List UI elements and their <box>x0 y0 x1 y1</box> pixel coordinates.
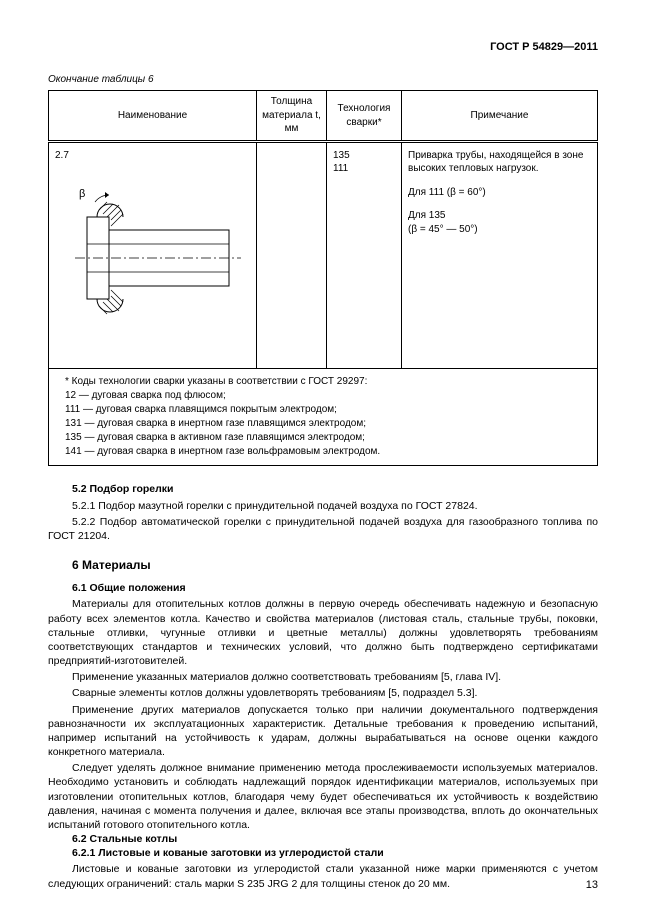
para-6-1-d: Применение других материалов допускается… <box>48 703 598 760</box>
para-6-1-b: Применение указанных материалов должно с… <box>48 670 598 684</box>
heading-6-2: 6.2 Стальные котлы <box>48 832 598 846</box>
table-row: 2.7 <box>49 141 598 369</box>
para-6-1-a: Материалы для отопительных котлов должны… <box>48 597 598 668</box>
para-5-2-1: 5.2.1 Подбор мазутной горелки с принудит… <box>48 499 598 513</box>
footnote-135: 135 — дуговая сварка в активном газе пла… <box>55 431 591 445</box>
footnote-cell: * Коды технологии сварки указаны в соотв… <box>49 369 598 466</box>
row-number: 2.7 <box>55 149 250 163</box>
footnote-141: 141 — дуговая сварка в инертном газе вол… <box>55 445 591 459</box>
document-id: ГОСТ Р 54829—2011 <box>48 40 598 55</box>
footnote-row: * Коды технологии сварки указаны в соотв… <box>49 369 598 466</box>
para-5-2-2: 5.2.2 Подбор автоматической горелки с пр… <box>48 515 598 543</box>
cell-tech: 135 111 <box>327 141 402 369</box>
page-number: 13 <box>586 878 598 893</box>
col-name: Наименование <box>49 91 257 142</box>
beta-label: β <box>79 188 85 200</box>
col-tech: Технология сварки* <box>327 91 402 142</box>
para-6-1-c: Сварные элементы котлов должны удовлетво… <box>48 686 598 700</box>
para-6-1-e: Следует уделять должное внимание примене… <box>48 761 598 832</box>
table-6: Наименование Толщина материала t, мм Тех… <box>48 90 598 466</box>
heading-6-2-1: 6.2.1 Листовые и кованые заготовки из уг… <box>48 846 598 860</box>
note-line4: (β = 45° — 50°) <box>408 223 591 237</box>
cell-thickness <box>257 141 327 369</box>
note-line1: Приварка трубы, находящейся в зоне высок… <box>408 149 591 176</box>
heading-6-1: 6.1 Общие положения <box>48 581 598 595</box>
heading-6: 6 Материалы <box>48 557 598 573</box>
note-line3: Для 135 <box>408 209 591 223</box>
tech-135: 135 <box>333 149 395 163</box>
cell-note: Приварка трубы, находящейся в зоне высок… <box>402 141 598 369</box>
table-header-row: Наименование Толщина материала t, мм Тех… <box>49 91 598 142</box>
col-note: Примечание <box>402 91 598 142</box>
para-6-2-1: Листовые и кованые заготовки из углероди… <box>48 862 598 890</box>
note-line2: Для 111 (β = 60°) <box>408 186 591 200</box>
footnote-111: 111 — дуговая сварка плавящимся покрытым… <box>55 403 591 417</box>
weld-diagram: β <box>55 162 250 362</box>
cell-name: 2.7 <box>49 141 257 369</box>
col-thickness: Толщина материала t, мм <box>257 91 327 142</box>
heading-5-2: 5.2 Подбор горелки <box>48 482 598 496</box>
tech-111: 111 <box>333 162 395 176</box>
footnote-lead: * Коды технологии сварки указаны в соотв… <box>55 375 591 389</box>
footnote-131: 131 — дуговая сварка в инертном газе пла… <box>55 417 591 431</box>
footnote-12: 12 — дуговая сварка под флюсом; <box>55 389 591 403</box>
table-caption: Окончание таблицы 6 <box>48 73 598 87</box>
page: ГОСТ Р 54829—2011 Окончание таблицы 6 На… <box>0 0 646 913</box>
